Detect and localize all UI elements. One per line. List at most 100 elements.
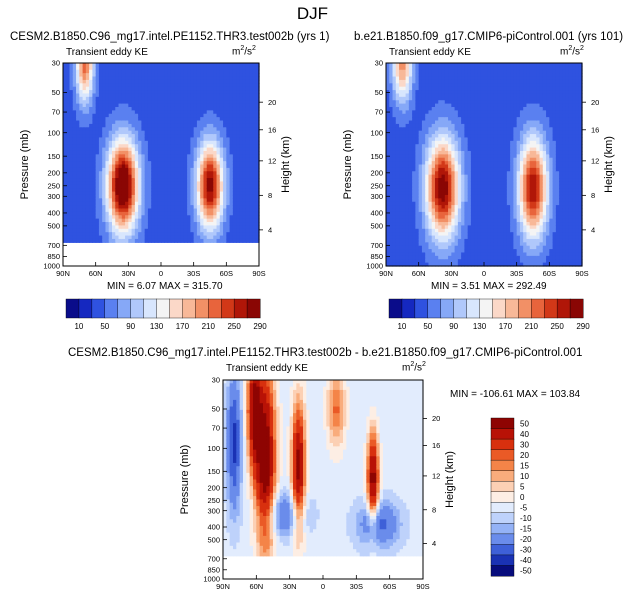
heatmap-cell <box>219 208 224 213</box>
heatmap-cell <box>252 225 257 230</box>
heatmap-cell <box>79 100 84 105</box>
heatmap-cell <box>438 113 443 118</box>
heatmap-cell <box>444 137 449 142</box>
heatmap-cell <box>105 63 110 67</box>
heatmap-cell <box>399 110 403 115</box>
heatmap-cell <box>428 69 433 74</box>
heatmap-cell <box>98 110 103 115</box>
heatmap-cell <box>389 123 394 128</box>
heatmap-cell <box>95 211 100 216</box>
heatmap-cell <box>72 225 77 230</box>
heatmap-cell <box>102 174 107 179</box>
heatmap-cell <box>69 161 74 166</box>
heatmap-cell <box>108 222 113 226</box>
heatmap-cell <box>236 123 240 128</box>
heatmap-cell <box>206 63 211 67</box>
heatmap-cell <box>421 171 426 176</box>
heatmap-cell <box>216 69 221 74</box>
heatmap-cell <box>402 144 407 149</box>
heatmap-cell <box>154 137 159 142</box>
heatmap-cell <box>102 144 107 149</box>
heatmap-cell <box>193 144 198 149</box>
heatmap-cell <box>157 205 162 210</box>
heatmap-cell <box>399 66 403 71</box>
heatmap-cell <box>151 201 156 206</box>
heatmap-cell <box>200 110 205 115</box>
heatmap-cell <box>213 86 218 91</box>
heatmap-cell <box>395 86 400 91</box>
heatmap-cell <box>76 171 80 176</box>
heatmap-cell <box>431 157 436 162</box>
heatmap-cell <box>415 137 420 142</box>
heatmap-cell <box>72 238 77 243</box>
heatmap-cell <box>236 188 240 193</box>
heatmap-cell <box>425 184 430 189</box>
heatmap-cell <box>236 96 240 101</box>
heatmap-cell <box>457 178 462 183</box>
heatmap-cell <box>435 130 439 135</box>
heatmap-cell <box>85 96 90 101</box>
heatmap-cell <box>435 161 439 166</box>
heatmap-cell <box>95 222 100 226</box>
heatmap-cell <box>451 167 456 172</box>
heatmap-cell <box>147 106 152 111</box>
heatmap-cell <box>210 134 214 139</box>
heatmap-cell <box>141 171 146 176</box>
heatmap-cell <box>435 245 439 250</box>
heatmap-cell <box>95 137 100 142</box>
heatmap-cell <box>193 184 198 189</box>
heatmap-cell <box>131 140 136 145</box>
heatmap-cell <box>131 178 136 183</box>
heatmap-cell <box>144 235 149 240</box>
heatmap-cell <box>151 76 156 81</box>
heatmap-cell <box>216 83 221 88</box>
heatmap-cell <box>177 154 182 159</box>
heatmap-cell <box>200 208 205 213</box>
heatmap-cell <box>405 69 410 74</box>
heatmap-cell <box>223 103 227 108</box>
heatmap-cell <box>435 144 439 149</box>
heatmap-cell <box>131 194 136 199</box>
heatmap-cell <box>118 117 123 122</box>
heatmap-cell <box>242 117 247 122</box>
heatmap-cell <box>425 174 430 179</box>
heatmap-cell <box>239 96 244 101</box>
heatmap-cell <box>92 66 97 71</box>
heatmap-cell <box>118 100 123 105</box>
heatmap-cell <box>89 69 93 74</box>
heatmap-cell <box>399 191 403 196</box>
heatmap-cell <box>95 171 100 176</box>
heatmap-cell <box>138 76 142 81</box>
heatmap-cell <box>167 164 172 169</box>
heatmap-cell <box>210 232 214 237</box>
heatmap-cell <box>121 174 126 179</box>
heatmap-cell <box>229 66 234 71</box>
heatmap-cell <box>392 191 397 196</box>
heatmap-cell <box>76 222 80 226</box>
heatmap-cell <box>108 127 113 132</box>
heatmap-cell <box>196 113 201 118</box>
heatmap-cell <box>438 184 443 189</box>
heatmap-cell <box>226 164 231 169</box>
heatmap-cell <box>405 63 410 67</box>
heatmap-cell <box>89 232 93 237</box>
heatmap-cell <box>131 235 136 240</box>
heatmap-cell <box>242 73 247 78</box>
heatmap-cell <box>125 123 129 128</box>
heatmap-cell <box>92 69 97 74</box>
heatmap-cell <box>435 184 439 189</box>
heatmap-cell <box>187 86 191 91</box>
heatmap-cell <box>415 69 420 74</box>
heatmap-cell <box>206 157 211 162</box>
heatmap-cell <box>402 154 407 159</box>
heatmap-cell <box>249 130 254 135</box>
heatmap-cell <box>180 208 185 213</box>
heatmap-cell <box>187 69 191 74</box>
heatmap-cell <box>183 174 188 179</box>
heatmap-cell <box>402 86 407 91</box>
heatmap-cell <box>134 232 139 237</box>
heatmap-cell <box>164 205 169 210</box>
heatmap-cell <box>421 113 426 118</box>
heatmap-cell <box>164 164 169 169</box>
heatmap-cell <box>69 123 74 128</box>
